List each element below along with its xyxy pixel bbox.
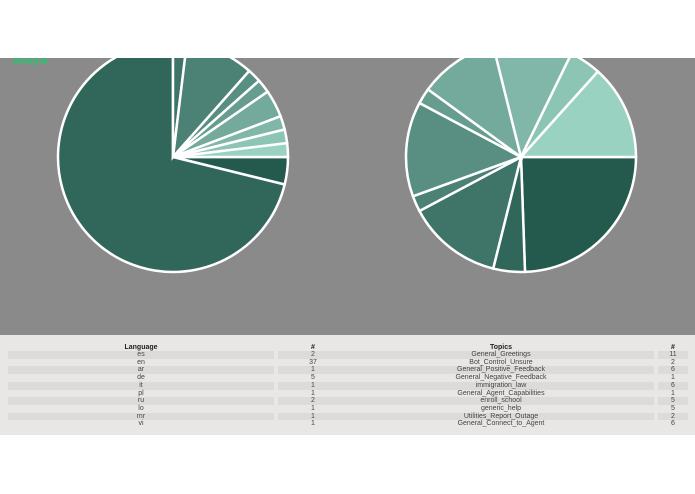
table-row: General_Positive_Feedback 6: [348, 366, 688, 375]
maya-logo: Maya: [12, 58, 47, 66]
row-label: enroll_school: [348, 397, 654, 405]
row-count: 5: [658, 397, 688, 405]
row-label: General_Connect_to_Agent: [457, 420, 545, 428]
row-label: it: [8, 381, 274, 390]
row-count: 1: [278, 366, 348, 375]
table-row: es 2: [8, 351, 348, 359]
pie-slice-enroll_school: [426, 58, 524, 161]
table-row: General_Agent_Capabilities 1: [348, 390, 688, 398]
pie-slice-vi: [172, 141, 290, 159]
charts-area: Maya: [0, 58, 695, 335]
row-count: 6: [658, 366, 688, 375]
table-row: ar 1: [8, 366, 348, 375]
pie-slice-ar: [171, 58, 187, 158]
row-count: 1: [311, 389, 315, 397]
pie-charts: [56, 58, 638, 274]
row-count: 1: [278, 381, 348, 390]
row-count: 2: [278, 397, 348, 405]
table-row: ru 2: [8, 397, 348, 405]
row-label: General_Greetings: [348, 351, 654, 359]
language-pie-chart: [56, 58, 290, 274]
tables-area: Language # es 2 en 37 ar 1 de 5 it 1 pl 1 ru 2 lo 1 mr 1 v…: [0, 335, 695, 435]
table-row: en 37: [8, 359, 348, 367]
pie-slice-General_Connect_to_Agent: [518, 69, 638, 159]
row-count: 5: [311, 374, 315, 382]
row-count: 6: [671, 420, 675, 428]
pie-slice-en: [56, 58, 287, 274]
table-row: General_Greetings 11: [348, 351, 688, 359]
row-count: 1: [671, 374, 675, 382]
table-row: General_Negative_Feedback 1: [348, 374, 688, 382]
table-row: General_Connect_to_Agent 6: [348, 420, 688, 428]
row-label: mr: [8, 412, 274, 421]
row-label: ru: [8, 397, 274, 405]
row-count: 2: [671, 358, 675, 366]
table-row: it 1: [8, 381, 348, 390]
column-header-count: #: [671, 343, 675, 351]
row-label: es: [8, 351, 274, 359]
row-count: 2: [278, 351, 348, 359]
table-row: Bot_Control_Unsure 2: [348, 359, 688, 367]
column-header-language: Language: [124, 343, 158, 351]
topics-table: Topics # General_Greetings 11 Bot_Control_…: [348, 343, 688, 428]
table-row: immigration_law 6: [348, 381, 688, 390]
row-count: 2: [658, 412, 688, 421]
row-label: General_Negative_Feedback: [455, 374, 547, 382]
topics-pie-chart: [404, 58, 638, 274]
language-table: Language # es 2 en 37 ar 1 de 5 it 1 pl 1 ru 2 lo 1 mr 1 v…: [8, 343, 348, 428]
table-row: vi 1: [8, 420, 348, 428]
row-label: Bot_Control_Unsure: [469, 358, 533, 366]
table-row: lo 1: [8, 405, 348, 413]
pie-slice-generic_help: [495, 58, 571, 161]
row-count: 1: [278, 412, 348, 421]
row-label: General_Agent_Capabilities: [457, 389, 545, 397]
row-label: ar: [8, 366, 274, 375]
table-row: generic_help 5: [348, 405, 688, 413]
table-row: de 5: [8, 374, 348, 382]
pie-slice-General_Greetings: [519, 155, 638, 274]
pie-slice-General_Positive_Feedback: [417, 154, 523, 271]
table-row: mr 1: [8, 412, 348, 421]
row-count: 1: [311, 404, 315, 412]
row-label: en: [137, 358, 145, 366]
row-count: 6: [658, 381, 688, 390]
row-label: pl: [138, 389, 144, 397]
row-count: 1: [311, 420, 315, 428]
table-row: enroll_school 5: [348, 397, 688, 405]
row-label: de: [137, 374, 145, 382]
row-count: 1: [671, 389, 675, 397]
pie-slice-immigration_law: [404, 101, 525, 198]
logo-text: Maya: [12, 58, 47, 66]
row-count: 5: [671, 404, 675, 412]
column-header-topics: Topics: [489, 343, 513, 351]
row-label: lo: [138, 404, 144, 412]
row-count: 11: [658, 351, 688, 359]
table-row: Utilities_Report_Outage 2: [348, 412, 688, 421]
row-label: immigration_law: [348, 381, 654, 390]
table-row: pl 1: [8, 390, 348, 398]
row-label: General_Positive_Feedback: [348, 366, 654, 375]
column-header-count: #: [311, 343, 315, 351]
row-count: 37: [309, 358, 317, 366]
row-label: generic_help: [480, 404, 522, 412]
row-label: Utilities_Report_Outage: [348, 412, 654, 421]
row-label: vi: [138, 420, 144, 428]
